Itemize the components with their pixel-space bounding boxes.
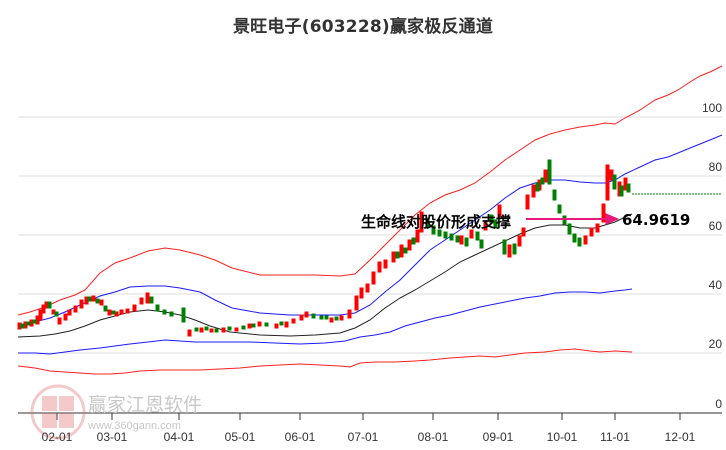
x-tick-label: 06-01 [284, 430, 316, 444]
support-arrow [526, 213, 620, 225]
x-tick-label: 03-01 [96, 430, 128, 444]
x-tick-label: 05-01 [224, 430, 256, 444]
upper-inner-band [17, 134, 723, 326]
y-tick-label: 20 [708, 337, 722, 351]
x-tick-label: 08-01 [417, 430, 449, 444]
lower-inner-band [18, 288, 633, 355]
x-tick-label: 10-01 [546, 430, 578, 444]
x-tick-label: 11-01 [600, 430, 630, 444]
y-tick-label: 40 [708, 278, 722, 292]
lower-outer-band [17, 348, 633, 375]
watermark-url: www.360gann.com [88, 420, 181, 432]
x-tick-label: 04-01 [163, 430, 195, 444]
x-tick-label: 02-01 [41, 430, 73, 444]
support-annotation-value: 64.9619 [622, 211, 691, 229]
x-tick-label: 12-01 [664, 430, 696, 444]
y-tick-label: 100 [701, 101, 722, 115]
x-axis [18, 412, 722, 420]
support-annotation-text: 生命线对股价形成支撑 [361, 213, 512, 231]
life-line [17, 213, 633, 338]
watermark-brand: 赢家江恩软件 [88, 394, 203, 416]
gridlines [18, 116, 722, 354]
watermark-logo [30, 384, 86, 440]
x-tick-label: 07-01 [347, 430, 379, 444]
upper-outer-band [17, 65, 723, 316]
y-tick-label: 80 [708, 160, 722, 174]
candles [17, 159, 631, 337]
x-tick-label: 09-01 [482, 430, 514, 444]
chart-title: 景旺电子(603228)赢家极反通道 [232, 17, 494, 37]
y-tick-label: 60 [708, 219, 722, 233]
y-tick-label: 0 [715, 397, 722, 411]
